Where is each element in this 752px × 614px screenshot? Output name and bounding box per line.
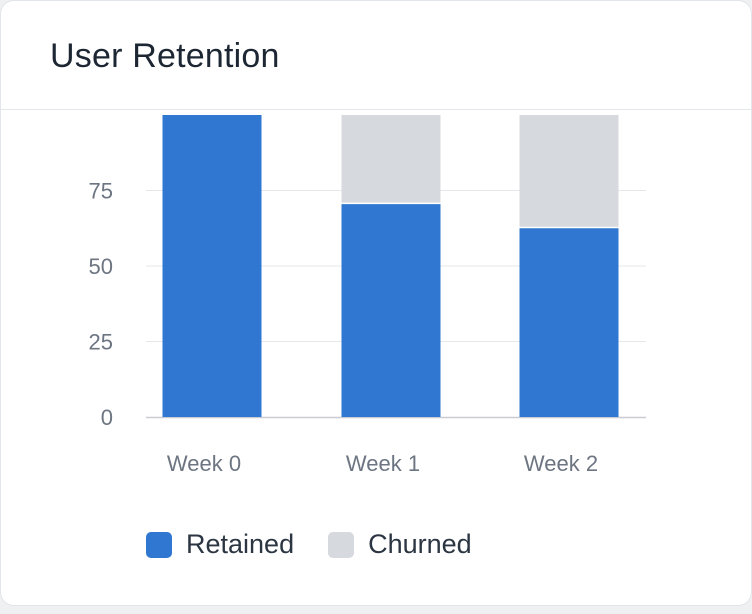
legend-item-churned[interactable]: Churned [328,529,472,560]
bar-retained-week-0 [162,115,262,417]
y-tick-label-75: 75 [89,179,113,204]
legend-swatch-churned [328,531,355,558]
bar-retained-week-2 [519,226,619,417]
legend-label-retained: Retained [186,529,295,559]
y-tick-label-0: 0 [101,405,113,430]
retention-chart: 0 25 50 75 Week 0 Week 1 Week 2 [89,115,646,476]
y-tick-label-25: 25 [89,330,113,355]
card-header: User Retention [1,1,751,110]
y-tick-label-50: 50 [89,254,113,279]
bar-retained-week-1 [341,202,441,417]
legend-swatch-retained [146,531,172,558]
legend-item-retained[interactable]: Retained [146,529,294,560]
x-tick-label-week-2: Week 2 [524,451,598,476]
legend-label-churned: Churned [368,529,472,559]
x-tick-label-week-1: Week 1 [346,451,420,476]
chart-legend: Retained Churned [146,529,506,560]
x-tick-label-week-0: Week 0 [167,451,241,476]
bar-churned-week-2 [519,115,619,227]
card-title: User Retention [50,37,280,75]
bar-churned-week-1 [341,115,441,203]
